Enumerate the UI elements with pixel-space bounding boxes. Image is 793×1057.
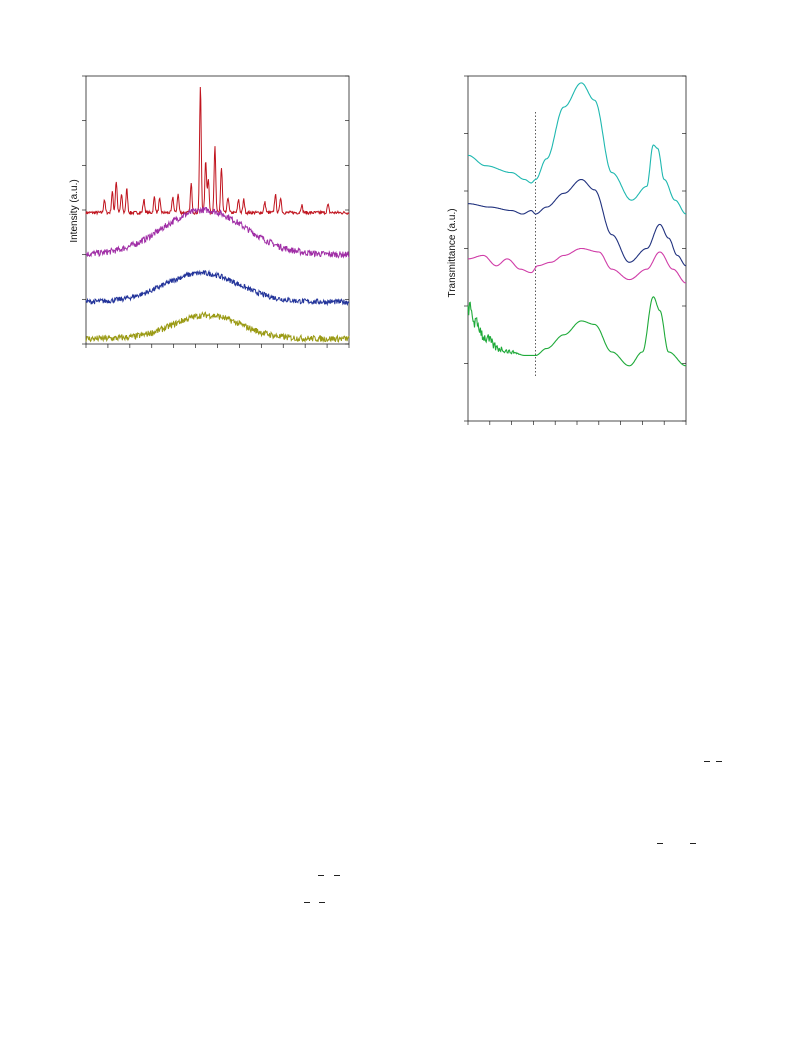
xrd-series-1 <box>85 86 350 216</box>
overbar-mark <box>334 875 340 876</box>
overbar-mark <box>304 902 310 903</box>
overbar-mark <box>657 843 663 844</box>
xrd-series-2 <box>85 206 350 259</box>
overbar-mark <box>716 761 722 762</box>
overbar-mark <box>704 761 710 762</box>
y-axis-label: Intensity (a.u.) <box>69 179 80 242</box>
xrd-series-4 <box>85 311 350 343</box>
overbar-mark <box>690 843 696 844</box>
overbar-mark <box>318 875 324 876</box>
xrd-series-3 <box>85 269 350 307</box>
overbar-mark <box>319 902 325 903</box>
